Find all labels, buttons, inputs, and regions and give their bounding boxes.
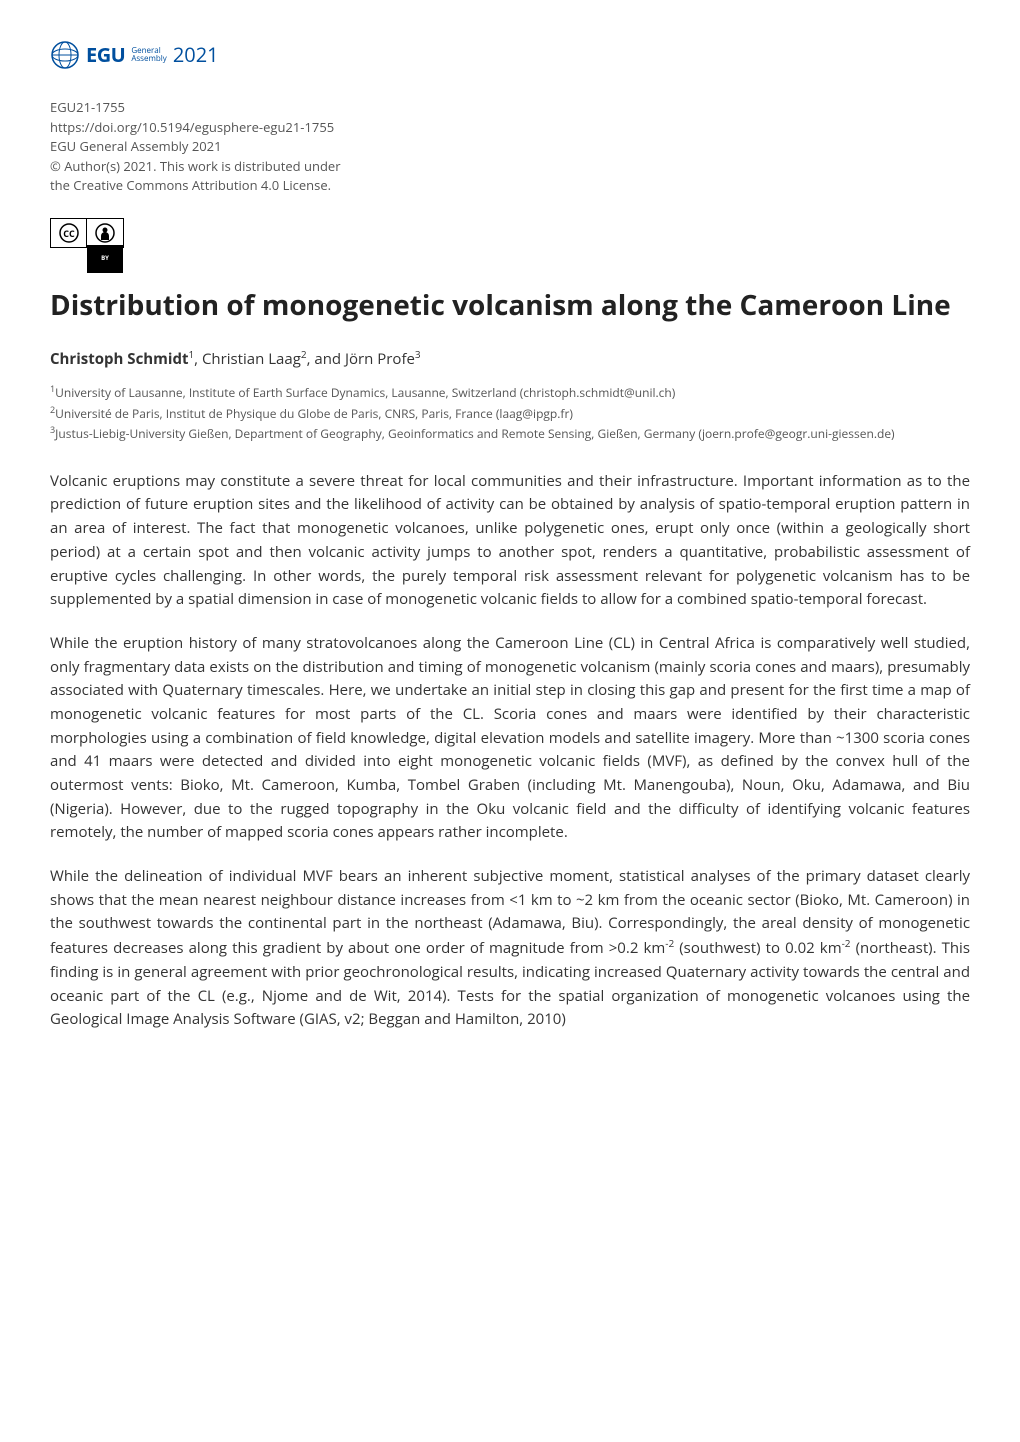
affil-2: Université de Paris, Institut de Physiqu…	[55, 405, 573, 422]
conference-name: EGU General Assembly 2021	[50, 137, 970, 157]
by-label: BY	[87, 245, 123, 273]
third-author: Jörn Profe	[345, 349, 415, 369]
page-title: Distribution of monogenetic volcanism al…	[50, 288, 970, 323]
authors: Christoph Schmidt1, Christian Laag2, and…	[50, 347, 970, 371]
abstract-body: Volcanic eruptions may constitute a seve…	[50, 470, 970, 1032]
p3-b: (southwest) to 0.02 km	[674, 938, 841, 958]
paragraph-2: While the eruption history of many strat…	[50, 632, 970, 845]
paragraph-1: Volcanic eruptions may constitute a seve…	[50, 470, 970, 612]
cc-icon: CC	[51, 219, 87, 247]
paragraph-3: While the delineation of individual MVF …	[50, 865, 970, 1032]
conference-logo: EGU General Assembly 2021	[50, 40, 970, 70]
lead-author: Christoph Schmidt	[50, 349, 188, 369]
abstract-id: EGU21-1755	[50, 98, 970, 118]
affil-3: Justus-Liebig-University Gießen, Departm…	[55, 425, 894, 442]
doi: https://doi.org/10.5194/egusphere-egu21-…	[50, 118, 970, 138]
svg-text:CC: CC	[63, 227, 75, 240]
license: the Creative Commons Attribution 4.0 Lic…	[50, 176, 970, 196]
logo-brand: EGU	[86, 40, 125, 70]
by-icon: BY	[87, 219, 123, 247]
egu-globe-icon	[50, 40, 80, 70]
meta-block: EGU21-1755 https://doi.org/10.5194/egusp…	[50, 98, 970, 196]
third-sup: 3	[415, 347, 421, 361]
second-author: Christian Laag	[202, 349, 301, 369]
logo-year: 2021	[173, 40, 219, 70]
cc-badge: CC BY	[50, 218, 124, 248]
affiliations: 1University of Lausanne, Institute of Ea…	[50, 382, 970, 444]
joiner: , and	[307, 349, 345, 369]
p3-sup1: -2	[665, 936, 674, 950]
logo-sub2: Assembly	[131, 55, 167, 63]
p3-sup2: -2	[842, 936, 851, 950]
affil-1: University of Lausanne, Institute of Ear…	[55, 384, 675, 401]
copyright: © Author(s) 2021. This work is distribut…	[50, 157, 970, 177]
lead-sup: 1	[188, 347, 194, 361]
